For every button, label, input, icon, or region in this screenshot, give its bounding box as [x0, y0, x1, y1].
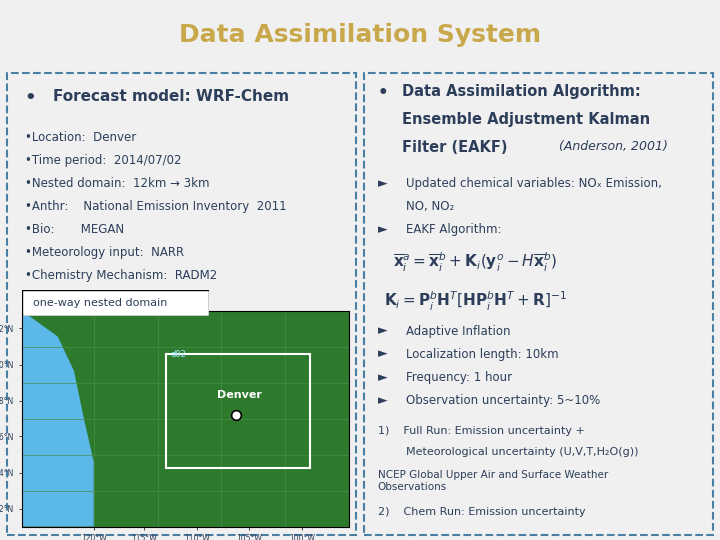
Text: •: •	[24, 89, 36, 107]
Text: Ensemble Adjustment Kalman: Ensemble Adjustment Kalman	[402, 112, 650, 127]
Text: •Bio:       MEGAN: •Bio: MEGAN	[24, 223, 124, 236]
Text: Data Assimilation Algorithm:: Data Assimilation Algorithm:	[402, 84, 641, 99]
Text: NCEP Global Upper Air and Surface Weather
Observations: NCEP Global Upper Air and Surface Weathe…	[377, 470, 608, 492]
Text: 2)    Chem Run: Emission uncertainty: 2) Chem Run: Emission uncertainty	[377, 507, 585, 517]
Text: •: •	[377, 84, 388, 103]
Text: Adaptive Inflation: Adaptive Inflation	[405, 325, 510, 338]
Text: •Location:  Denver: •Location: Denver	[24, 131, 136, 144]
Text: ►: ►	[377, 223, 387, 236]
Text: Filter (EAKF): Filter (EAKF)	[402, 140, 513, 155]
Text: one-way nested domain: one-way nested domain	[33, 298, 167, 308]
Text: Meteorological uncertainty (U,V,T,H₂O(g)): Meteorological uncertainty (U,V,T,H₂O(g)…	[377, 447, 638, 457]
Text: (Anderson, 2001): (Anderson, 2001)	[559, 140, 668, 153]
Text: Forecast model: WRF-Chem: Forecast model: WRF-Chem	[53, 89, 289, 104]
Text: Localization length: 10km: Localization length: 10km	[405, 348, 558, 361]
Text: ►: ►	[377, 370, 387, 384]
Text: ►: ►	[377, 177, 387, 190]
Text: •Chemistry Mechanism:  RADM2: •Chemistry Mechanism: RADM2	[24, 269, 217, 282]
Text: 1)    Full Run: Emission uncertainty +: 1) Full Run: Emission uncertainty +	[377, 426, 585, 436]
Bar	[166, 354, 310, 468]
Text: •Time period:  2014/07/02: •Time period: 2014/07/02	[24, 154, 181, 167]
Text: Frequency: 1 hour: Frequency: 1 hour	[405, 370, 512, 384]
Text: Data Assimilation System: Data Assimilation System	[179, 23, 541, 47]
Text: ►: ►	[377, 325, 387, 338]
Text: d02: d02	[171, 350, 186, 359]
Text: Denver: Denver	[217, 390, 261, 400]
Text: •Anthr:    National Emission Inventory  2011: •Anthr: National Emission Inventory 2011	[24, 200, 287, 213]
Text: $\mathbf{K}_i = \mathbf{P}_i^b\mathbf{H}^T[\mathbf{H}\mathbf{P}_i^b\mathbf{H}^T : $\mathbf{K}_i = \mathbf{P}_i^b\mathbf{H}…	[384, 290, 567, 313]
Text: Updated chemical variables: NOₓ Emission,: Updated chemical variables: NOₓ Emission…	[405, 177, 662, 190]
Text: ►: ►	[377, 394, 387, 407]
Text: NO, NO₂: NO, NO₂	[405, 200, 454, 213]
Text: •Nested domain:  12km → 3km: •Nested domain: 12km → 3km	[24, 177, 209, 190]
Polygon shape	[22, 290, 209, 316]
Text: ►: ►	[377, 348, 387, 361]
Text: EAKF Algorithm:: EAKF Algorithm:	[405, 223, 501, 236]
Polygon shape	[22, 310, 94, 526]
Text: •Meteorology input:  NARR: •Meteorology input: NARR	[24, 246, 184, 259]
Text: Observation uncertainty: 5~10%: Observation uncertainty: 5~10%	[405, 394, 600, 407]
Text: $\overline{\mathbf{x}}_i^a = \overline{\mathbf{x}}_i^b + \mathbf{K}_i(\mathbf{y}: $\overline{\mathbf{x}}_i^a = \overline{\…	[393, 251, 557, 274]
